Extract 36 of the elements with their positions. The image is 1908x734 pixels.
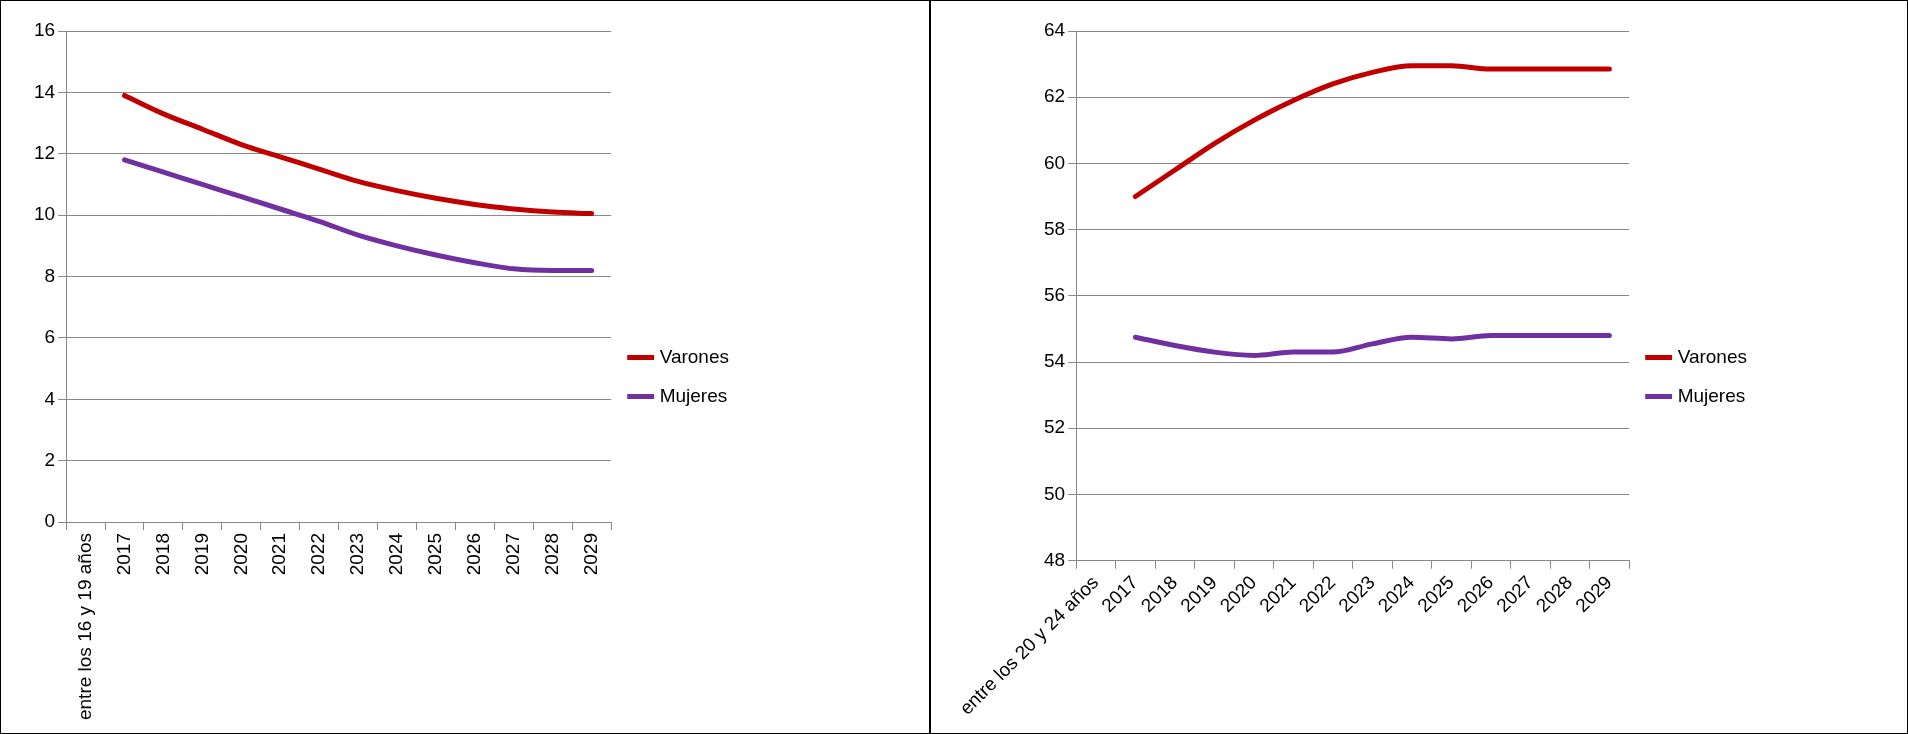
x-tick-label: 2028: [540, 533, 562, 576]
legend-label: Varones: [1677, 345, 1747, 367]
x-tick-label: 2021: [268, 533, 290, 576]
y-tick-label: 8: [44, 264, 56, 286]
y-tick-label: 4: [44, 387, 56, 409]
legend-label: Mujeres: [659, 384, 728, 406]
y-tick-label: 2: [44, 448, 56, 470]
x-tick-label: 2029: [579, 533, 601, 576]
y-tick-label: 60: [1043, 151, 1066, 173]
x-tick-label: 2024: [385, 532, 407, 576]
x-tick-label: 2023: [346, 533, 368, 576]
y-tick-label: 0: [44, 510, 56, 532]
y-tick-label: 58: [1043, 217, 1066, 239]
y-tick-label: 48: [1043, 548, 1066, 570]
y-tick-label: 62: [1043, 85, 1066, 107]
x-tick-label: 2026: [463, 533, 485, 576]
x-tick-label: 2019: [190, 533, 212, 576]
y-tick-label: 52: [1043, 416, 1066, 438]
y-tick-label: 56: [1043, 284, 1066, 306]
x-tick-label: 2020: [229, 533, 251, 576]
y-tick-label: 12: [33, 142, 56, 163]
y-tick-label: 54: [1043, 350, 1066, 372]
x-tick-label: 2025: [424, 533, 446, 576]
y-tick-label: 6: [44, 326, 56, 348]
x-tick-label: entre los 16 y 19 años: [73, 533, 95, 721]
y-tick-label: 10: [33, 203, 56, 225]
y-tick-label: 50: [1043, 482, 1066, 504]
x-tick-label: 2027: [502, 533, 524, 576]
legend-label: Mujeres: [1677, 384, 1746, 406]
x-tick-label: 2022: [307, 533, 329, 576]
legend-label: Varones: [659, 345, 729, 367]
x-tick-label: 2017: [112, 533, 134, 576]
y-tick-label: 16: [33, 19, 56, 41]
x-tick-label: 2018: [151, 533, 173, 576]
y-tick-label: 64: [1043, 19, 1066, 41]
y-tick-label: 14: [33, 80, 56, 102]
